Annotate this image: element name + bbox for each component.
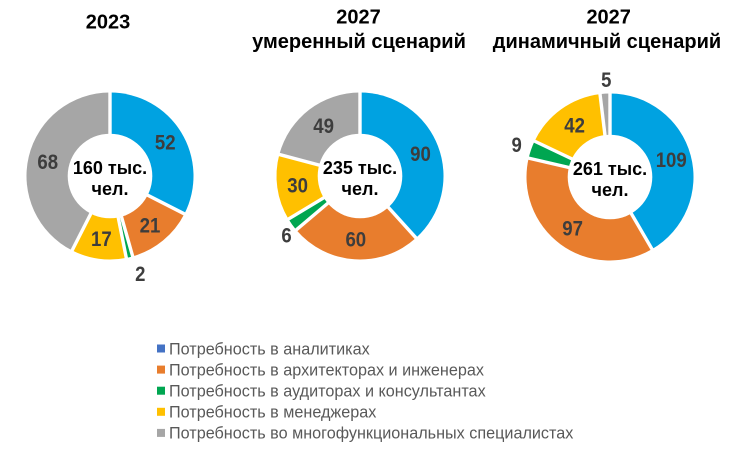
svg-text:261 тыс.: 261 тыс. xyxy=(573,159,647,179)
svg-text:30: 30 xyxy=(287,174,308,197)
svg-text:чел.: чел. xyxy=(92,179,129,199)
svg-text:умеренный сценарий: умеренный сценарий xyxy=(252,31,466,53)
svg-text:чел.: чел. xyxy=(342,179,379,199)
svg-text:2027: 2027 xyxy=(586,7,631,29)
svg-text:97: 97 xyxy=(562,217,583,240)
svg-text:90: 90 xyxy=(410,143,431,166)
svg-text:2023: 2023 xyxy=(86,12,131,34)
svg-text:160 тыс.: 160 тыс. xyxy=(73,158,147,178)
svg-text:6: 6 xyxy=(281,225,291,248)
svg-text:17: 17 xyxy=(91,228,112,251)
svg-text:Потребность в архитекторах и и: Потребность в архитекторах и инженерах xyxy=(169,361,484,379)
svg-text:динамичный сценарий: динамичный сценарий xyxy=(493,31,721,53)
svg-text:9: 9 xyxy=(511,134,521,157)
svg-text:49: 49 xyxy=(313,115,334,138)
svg-text:52: 52 xyxy=(155,132,176,155)
svg-text:Потребность во многофункционал: Потребность во многофункциональных специ… xyxy=(169,425,573,443)
svg-text:21: 21 xyxy=(140,214,161,237)
svg-text:Потребность в аудиторах и конс: Потребность в аудиторах и консультантах xyxy=(169,383,486,401)
svg-text:60: 60 xyxy=(345,229,366,252)
svg-text:5: 5 xyxy=(601,69,612,92)
svg-text:109: 109 xyxy=(656,149,687,172)
svg-text:42: 42 xyxy=(564,115,585,138)
svg-text:Потребность в аналитиках: Потребность в аналитиках xyxy=(169,340,370,358)
svg-text:чел.: чел. xyxy=(592,180,629,200)
svg-text:235 тыс.: 235 тыс. xyxy=(323,158,397,178)
svg-text:2: 2 xyxy=(135,263,145,286)
svg-text:Потребность в менеджерах: Потребность в менеджерах xyxy=(169,404,376,422)
svg-text:2027: 2027 xyxy=(336,7,381,29)
svg-text:68: 68 xyxy=(37,151,58,174)
